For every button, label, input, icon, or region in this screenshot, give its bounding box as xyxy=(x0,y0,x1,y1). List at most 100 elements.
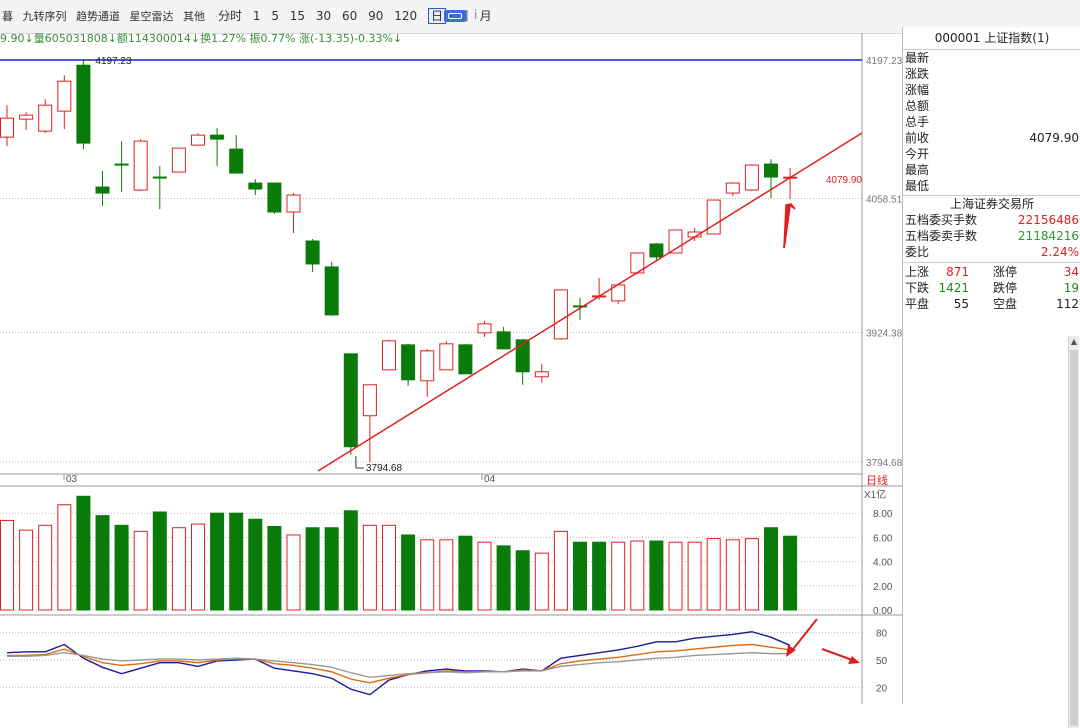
period-tab-60m[interactable]: 60 xyxy=(342,9,358,23)
volume-bar xyxy=(0,519,14,611)
commission-row: 委比 2.24% xyxy=(903,244,1080,260)
toolbar-info-icon[interactable]: i xyxy=(474,8,478,22)
commission-row: 五档委卖手数 21184216 xyxy=(903,228,1080,244)
quote-row: 今开 xyxy=(903,146,1080,162)
volume-bar xyxy=(57,504,72,611)
volume-bar xyxy=(305,527,320,611)
period-tab-90m[interactable]: 90 xyxy=(368,9,384,23)
layout-toggle-icon[interactable] xyxy=(444,10,466,22)
volume-bar xyxy=(592,541,607,611)
quote-label: 最低 xyxy=(905,179,930,193)
quote-row: 最高 xyxy=(903,162,1080,178)
candle-body xyxy=(305,240,320,265)
kline-chart[interactable]: 4197.23 4058.51 3924.38 3794.68 4197.23 3794.… xyxy=(0,33,902,704)
toolbar-menu: 暮 九转序列 趋势通道 星空雷达 其他 · i xyxy=(2,8,237,24)
commission-row: 五档委买手数 22156486 xyxy=(903,212,1080,228)
candle-body xyxy=(95,186,110,194)
dropdown-dot-icon[interactable]: · xyxy=(214,10,219,23)
volume-axis-label: 4.00 xyxy=(873,558,893,569)
info-icon[interactable]: i xyxy=(227,10,231,23)
date-axis-label: 04 xyxy=(484,474,496,485)
breadth-label: 空盘 xyxy=(993,297,1018,311)
volume-bar xyxy=(191,523,205,611)
breadth-row: 平盘 55 空盘 112 xyxy=(903,296,1080,312)
toolbar: 暮 九转序列 趋势通道 星空雷达 其他 · i 分时 1 5 15 30 60 … xyxy=(0,0,1080,34)
commission-label: 委比 xyxy=(905,245,930,259)
commission-value: 2.24% xyxy=(1040,245,1079,259)
scroll-thumb[interactable] xyxy=(1070,350,1078,726)
price-axis-label: 4058.51 xyxy=(866,195,902,206)
volume-bar xyxy=(764,527,778,611)
candle-body xyxy=(649,243,664,258)
candle-body xyxy=(553,289,568,340)
candle-body xyxy=(744,164,759,191)
breadth-value: 55 xyxy=(953,297,969,311)
menu-item-other[interactable]: 其他 xyxy=(183,10,205,23)
low-price-label: 3794.68 xyxy=(366,463,403,474)
volume-bar xyxy=(783,535,798,611)
period-tab-15m[interactable]: 15 xyxy=(289,9,306,23)
price-axis-label: 3794.68 xyxy=(866,458,902,469)
price-axis-label: 3924.38 xyxy=(866,328,902,339)
period-tab-5m[interactable]: 5 xyxy=(271,9,279,23)
menu-item-star-radar[interactable]: 星空雷达 xyxy=(129,10,174,23)
candle-body xyxy=(382,340,396,371)
quote-label: 今开 xyxy=(905,147,930,161)
candle-body xyxy=(401,344,416,381)
period-tab-120m[interactable]: 120 xyxy=(394,9,418,23)
candle-body xyxy=(496,331,511,350)
right-arrow-annotation xyxy=(821,648,856,662)
volume-axis-label: 2.00 xyxy=(873,582,893,593)
volume-bar xyxy=(611,541,626,611)
quote-info-line: 9.90↓量605031808↓额114300014↓换1.27% 振0.77%… xyxy=(0,32,403,45)
commission-value: 22156486 xyxy=(1017,213,1079,227)
date-axis-label: 03 xyxy=(66,474,78,485)
indicator-axis-label: 80 xyxy=(876,629,888,640)
volume-bar xyxy=(343,510,358,611)
quote-label: 涨跌 xyxy=(905,67,930,81)
trend-line xyxy=(317,132,863,472)
candle-body xyxy=(420,350,435,382)
panel-title: 000001 上证指数(1) xyxy=(903,27,1080,50)
candle-body xyxy=(324,266,339,316)
quote-label: 最新 xyxy=(905,51,930,65)
menu-item-partial[interactable]: 暮 xyxy=(2,10,13,23)
period-tab-intraday[interactable]: 分时 xyxy=(218,9,243,23)
candle-body xyxy=(725,182,740,194)
candle-body xyxy=(19,114,34,120)
market-breadth: 上涨 871 涨停 34 下跌 1421 跌停 19 平盘 55 空盘 112 xyxy=(903,262,1080,312)
candle-body xyxy=(0,117,14,138)
volume-bar xyxy=(668,541,683,611)
panel-scrollbar[interactable]: ▲ xyxy=(1068,336,1079,728)
quote-list: 最新 涨跌 涨幅 总额 总手 前收 4079.90 今开 最高 最低 xyxy=(903,50,1080,194)
indicator-axis-label: 20 xyxy=(876,683,888,694)
breadth-label: 上涨 xyxy=(905,265,930,279)
period-line-label: 日线 xyxy=(866,473,888,487)
quote-row: 最新 xyxy=(903,50,1080,66)
high-price-label: 4197.23 xyxy=(95,56,132,67)
candle-body xyxy=(229,148,244,174)
quote-panel: 000001 上证指数(1) 最新 涨跌 涨幅 总额 总手 前收 4079.90 … xyxy=(902,27,1080,728)
price-axis-label: 4197.23 xyxy=(866,56,902,67)
volume-bar xyxy=(439,539,454,611)
period-tab-30m[interactable]: 30 xyxy=(315,9,332,23)
volume-bar xyxy=(496,545,511,611)
volume-bar xyxy=(19,529,34,611)
volume-bar xyxy=(248,518,263,611)
menu-item-nine-turn[interactable]: 九转序列 xyxy=(22,10,67,23)
candle-body xyxy=(515,339,530,373)
period-tab-1m[interactable]: 1 xyxy=(252,9,261,23)
breadth-row: 上涨 871 涨停 34 xyxy=(903,264,1080,280)
menu-item-trend-channel[interactable]: 趋势通道 xyxy=(76,10,120,23)
candle-body xyxy=(573,305,587,308)
scroll-up-icon[interactable]: ▲ xyxy=(1070,337,1078,346)
volume-bar xyxy=(744,538,759,611)
period-tab-month[interactable]: 月 xyxy=(479,9,492,23)
quote-value: 4079.90 xyxy=(1029,131,1079,145)
candle-body xyxy=(439,343,454,371)
commission-label: 五档委卖手数 xyxy=(905,229,978,243)
period-tab-day[interactable]: 日 xyxy=(427,8,446,24)
indicator-axis-label: 50 xyxy=(876,656,888,667)
breadth-value: 19 xyxy=(1063,281,1079,295)
volume-unit-label: X1亿 xyxy=(864,488,886,501)
